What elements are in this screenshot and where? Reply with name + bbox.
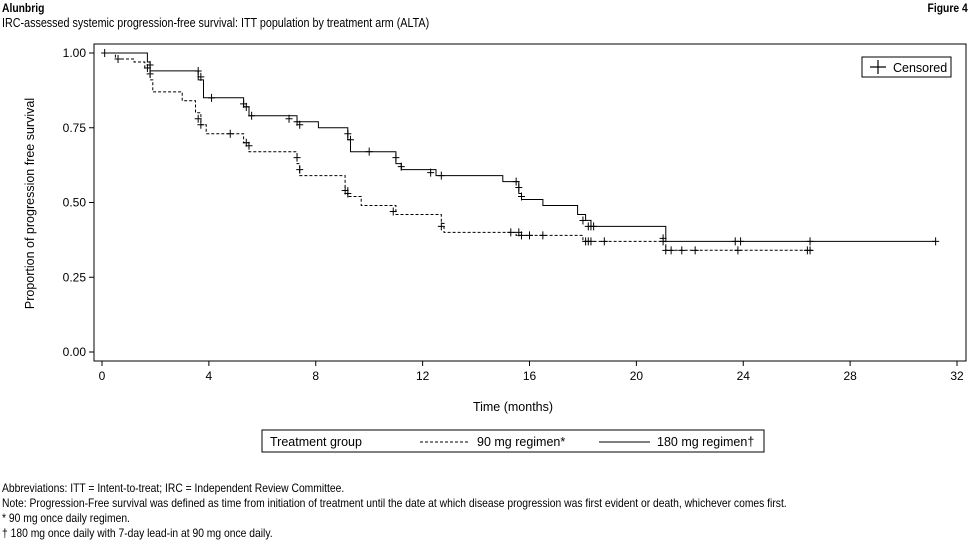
censor-mark: [678, 246, 686, 255]
x-axis-label: Time (months): [473, 400, 553, 414]
y-tick-label: 0.75: [63, 121, 87, 135]
censor-mark: [507, 228, 515, 237]
censored-legend: Censored: [861, 56, 952, 78]
x-tick-label: 24: [737, 369, 751, 383]
censor-mark: [587, 237, 595, 246]
x-tick-label: 20: [630, 369, 644, 383]
note-definition: Note: Progression-Free survival was defi…: [2, 496, 787, 510]
censor-mark: [296, 120, 304, 129]
survival-chart: 0.00 0.25 0.50 0.75 1.00 0 4 8 12 16 20 24 28 32 Time …: [23, 43, 967, 453]
censor-mark: [194, 114, 202, 123]
censor-mark: [397, 162, 405, 171]
y-tick-label: 1.00: [63, 46, 87, 60]
note-180mg: † 180 mg once daily with 7-day lead-in a…: [2, 526, 273, 540]
censor-mark: [389, 207, 397, 216]
treatment-legend-box: [261, 429, 765, 453]
censor-mark: [667, 246, 675, 255]
censor-mark: [806, 246, 814, 255]
censor-mark: [194, 66, 202, 75]
x-tick-label: 16: [523, 369, 537, 383]
y-tick-label: 0.25: [63, 270, 87, 284]
footnotes: Abbreviations: ITT = Intent-to-treat; IR…: [2, 481, 787, 541]
figure-label: Figure 4: [927, 1, 968, 15]
y-axis-label: Proportion of progression free survival: [23, 98, 37, 309]
censor-mark: [197, 72, 205, 81]
censor-mark: [392, 153, 400, 162]
censor-mark: [590, 222, 598, 231]
x-tick-label: 12: [416, 369, 430, 383]
legend-label-90mg: 90 mg regimen*: [477, 435, 565, 449]
censor-mark: [579, 216, 587, 225]
censor-mark: [437, 222, 445, 231]
censor-mark: [659, 234, 667, 243]
chart-subtitle: IRC-assessed systemic progression-free s…: [2, 16, 430, 30]
censor-mark: [296, 165, 304, 174]
censor-mark: [285, 114, 293, 123]
censor-mark: [245, 141, 253, 150]
x-tick-label: 4: [206, 369, 213, 383]
plot-frame: [93, 43, 967, 362]
censored-legend-label: Censored: [893, 61, 947, 75]
series-line-90mg: [102, 52, 813, 251]
censor-mark: [427, 168, 435, 177]
censor-mark: [293, 153, 301, 162]
censor-mark: [197, 120, 205, 129]
x-tick-label: 28: [843, 369, 857, 383]
censored-legend-box: [861, 56, 952, 78]
treatment-legend-title: Treatment group: [270, 435, 362, 449]
censor-mark: [517, 231, 525, 240]
note-90mg: * 90 mg once daily regimen.: [2, 511, 130, 525]
brand-name: Alunbrig: [2, 1, 45, 15]
censor-mark: [600, 237, 608, 246]
censor-mark: [734, 246, 742, 255]
y-tick-label: 0.50: [63, 196, 87, 210]
censor-mark: [208, 93, 216, 102]
x-tick-label: 32: [950, 369, 964, 383]
x-tick-label: 8: [312, 369, 319, 383]
censor-mark: [512, 177, 520, 186]
censor-mark: [517, 192, 525, 201]
censor-mark: [932, 237, 940, 246]
censor-mark: [365, 147, 373, 156]
y-tick-label: 0.00: [63, 345, 87, 359]
censor-mark: [248, 111, 256, 120]
censor-mark: [806, 237, 814, 246]
censor-mark: [691, 246, 699, 255]
censor-mark: [515, 183, 523, 192]
censor-mark: [539, 231, 547, 240]
note-abbreviations: Abbreviations: ITT = Intent-to-treat; IR…: [2, 481, 345, 495]
series-line-180mg: [102, 52, 936, 242]
censor-mark: [101, 49, 109, 57]
x-tick-label: 0: [99, 369, 106, 383]
treatment-legend: Treatment group 90 mg regimen* 180 mg regi…: [261, 429, 765, 453]
censor-mark: [242, 102, 250, 111]
censor-mark: [114, 54, 122, 63]
censor-mark: [526, 231, 533, 240]
censor-mark: [346, 135, 354, 144]
censored-legend-symbol: [870, 60, 886, 74]
censor-mark: [226, 129, 234, 138]
censor-mark: [146, 60, 154, 69]
censor-mark: [344, 189, 352, 198]
censor-mark: [737, 237, 745, 246]
censor-mark: [437, 171, 445, 180]
legend-label-180mg: 180 mg regimen†: [657, 435, 754, 449]
censor-mark: [344, 129, 352, 138]
